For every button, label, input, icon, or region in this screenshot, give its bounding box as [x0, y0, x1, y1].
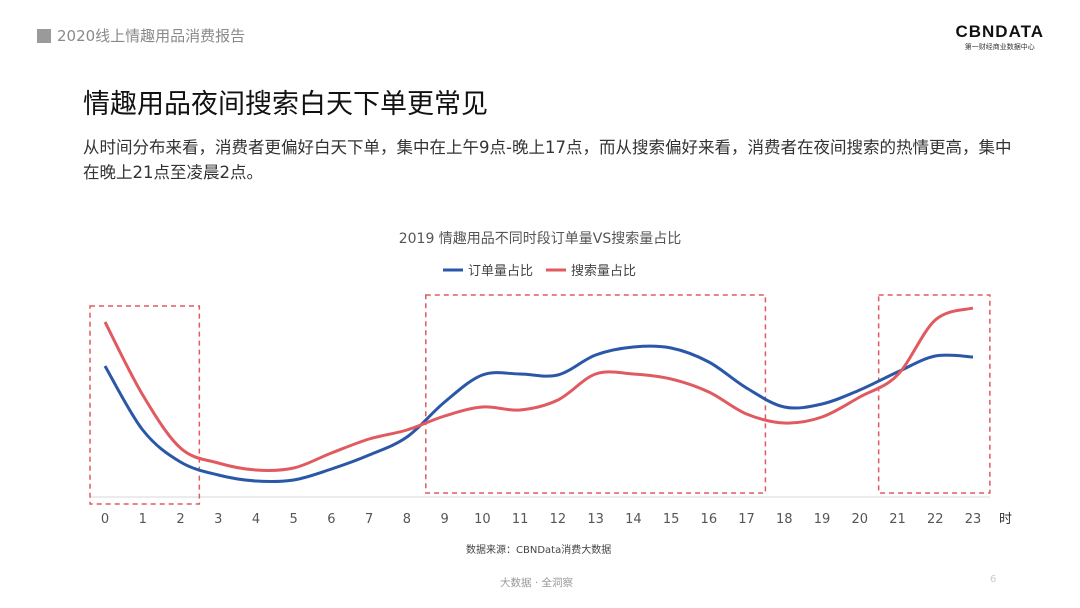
x-tick-label: 2	[176, 512, 184, 527]
legend-label-orders: 订单量占比	[468, 264, 533, 279]
x-tick-label: 23	[965, 512, 982, 527]
slide-description: 从时间分布来看，消费者更偏好白天下单，集中在上午9点-晚上17点，而从搜索偏好来…	[83, 138, 1012, 182]
x-tick-label: 14	[625, 512, 642, 527]
legend-label-search: 搜索量占比	[571, 264, 636, 279]
slide-title: 情趣用品夜间搜索白天下单更常见	[83, 89, 488, 120]
x-tick-label: 15	[663, 512, 680, 527]
x-tick-label: 21	[889, 512, 906, 527]
x-tick-label: 19	[814, 512, 831, 527]
chart-title: 2019 情趣用品不同时段订单量VS搜索量占比	[399, 230, 682, 247]
x-tick-label: 1	[139, 512, 147, 527]
legend: 订单量占比 搜索量占比	[443, 264, 636, 279]
logo-name: CBNDATA	[955, 22, 1044, 41]
x-axis-label: 时	[999, 512, 1012, 527]
x-tick-label: 18	[776, 512, 793, 527]
x-tick-label: 9	[441, 512, 449, 527]
cbndata-logo: CBNDATA 第一财经商业数据中心	[955, 22, 1044, 52]
x-tick-label: 17	[738, 512, 755, 527]
data-source: 数据来源：CBNData消费大数据	[466, 545, 612, 556]
header-square-icon	[37, 28, 51, 43]
x-tick-label: 7	[365, 512, 373, 527]
series-line-orders	[103, 344, 974, 484]
report-title: 2020线上情趣用品消费报告	[57, 27, 246, 45]
page-number: 6	[990, 574, 997, 585]
x-tick-label: 22	[927, 512, 944, 527]
x-tick-label: 5	[290, 512, 298, 527]
x-tick-label: 4	[252, 512, 260, 527]
x-tick-label: 3	[214, 512, 222, 527]
x-tick-label: 8	[403, 512, 411, 527]
highlight-box	[877, 294, 991, 494]
x-tick-label: 11	[512, 512, 529, 527]
x-tick-label: 10	[474, 512, 491, 527]
x-tick-label: 16	[701, 512, 718, 527]
x-tick-label: 6	[327, 512, 335, 527]
x-tick-label: 0	[101, 512, 109, 527]
logo-tagline: 第一财经商业数据中心	[964, 43, 1035, 51]
report-header: 2020线上情趣用品消费报告	[37, 25, 245, 46]
x-tick-label: 12	[550, 512, 567, 527]
x-tick-label: 13	[587, 512, 604, 527]
highlight-box	[89, 305, 201, 505]
x-tick-label: 20	[852, 512, 869, 527]
highlight-box	[425, 294, 767, 494]
footer-slogan: 大数据 · 全洞察	[500, 577, 574, 589]
series-line-search	[103, 306, 974, 472]
